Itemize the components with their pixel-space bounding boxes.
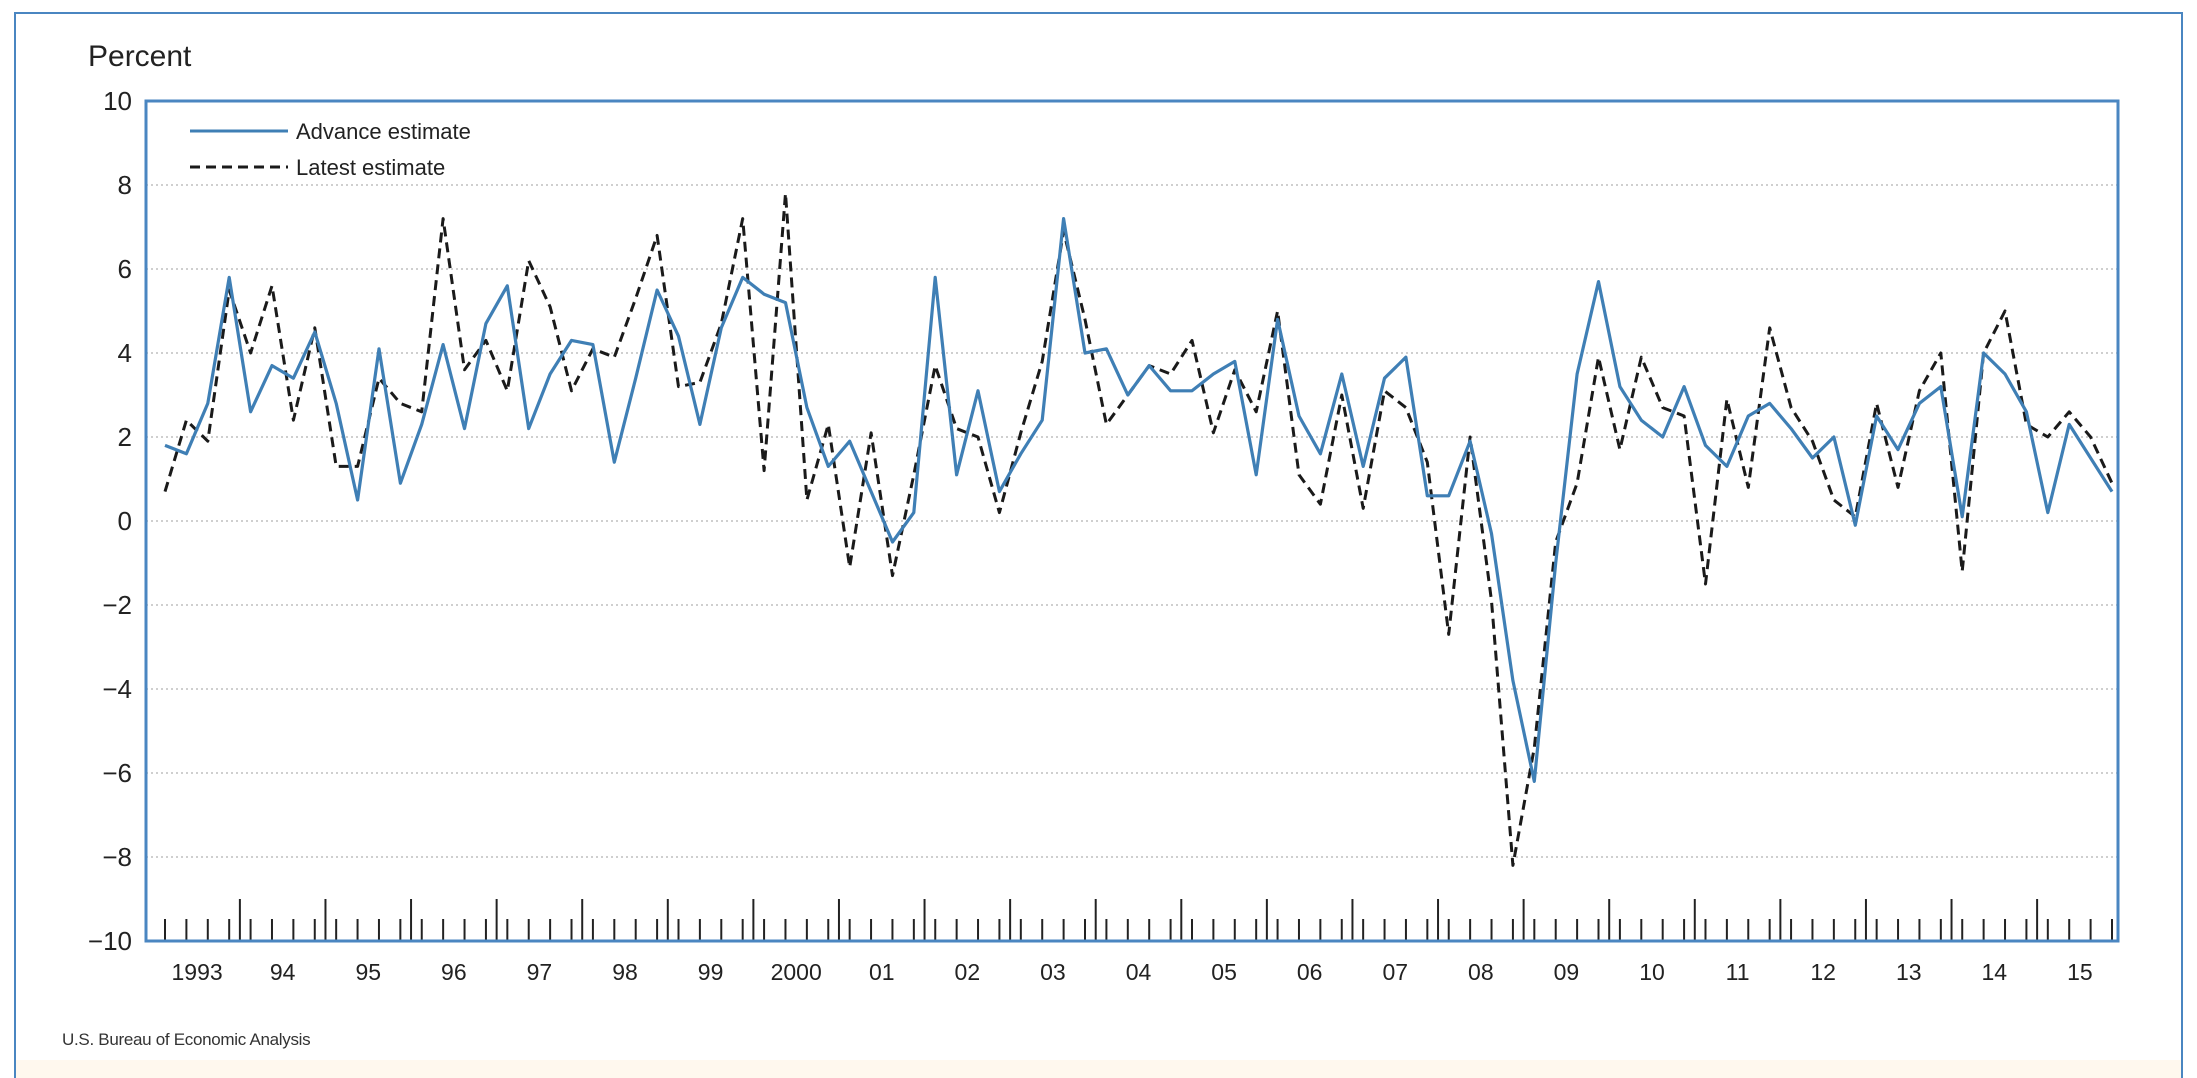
x-tick-label: 09 xyxy=(1554,959,1580,985)
source-note: U.S. Bureau of Economic Analysis xyxy=(62,1030,311,1049)
legend-label-latest: Latest estimate xyxy=(296,155,445,180)
series-line-advance xyxy=(164,217,2114,784)
x-tick-label: 07 xyxy=(1382,959,1408,985)
x-tick-label: 06 xyxy=(1297,959,1323,985)
x-tick-label: 04 xyxy=(1126,959,1152,985)
x-tick-label: 10 xyxy=(1639,959,1665,985)
x-tick-label: 15 xyxy=(2067,959,2093,985)
x-tick-label: 03 xyxy=(1040,959,1066,985)
x-tick-labels: 1993 94 95 96 97 98 99 2000 01 02 03 04 05 06 07 08 09 10… xyxy=(172,959,2093,985)
x-tick-label: 13 xyxy=(1896,959,1922,985)
y-tick-label: 4 xyxy=(118,338,132,368)
series-lines xyxy=(163,191,2114,867)
x-tick-label: 12 xyxy=(1810,959,1836,985)
series-line-latest xyxy=(163,191,2114,867)
y-tick-label: −4 xyxy=(102,674,132,704)
x-tick-marks xyxy=(164,899,2113,941)
x-tick-label: 1993 xyxy=(172,959,223,985)
gridlines xyxy=(146,184,2118,858)
x-tick-label: 98 xyxy=(612,959,638,985)
y-tick-label: −8 xyxy=(102,842,132,872)
y-tick-label: −10 xyxy=(88,926,132,956)
x-tick-label: 94 xyxy=(270,959,296,985)
plot-area-border xyxy=(144,99,2120,943)
x-tick-label: 11 xyxy=(1726,959,1750,985)
y-axis-label: Percent xyxy=(88,40,192,73)
y-tick-label: 0 xyxy=(118,506,132,536)
x-tick-label: 95 xyxy=(355,959,381,985)
x-tick-label: 97 xyxy=(527,959,553,985)
x-tick-label: 05 xyxy=(1211,959,1237,985)
chart-frame xyxy=(14,12,2183,1078)
x-tick-label: 02 xyxy=(955,959,981,985)
x-tick-label: 2000 xyxy=(771,959,822,985)
top-band xyxy=(0,0,2197,14)
y-tick-label: −6 xyxy=(102,758,132,788)
y-tick-label: −2 xyxy=(102,590,132,620)
x-tick-label: 96 xyxy=(441,959,467,985)
y-tick-labels: 10 8 6 4 2 0 −2 −4 −6 −8 −10 xyxy=(88,86,132,956)
y-tick-label: 8 xyxy=(118,170,132,200)
x-tick-label: 01 xyxy=(869,959,895,985)
x-tick-label: 14 xyxy=(1982,959,2008,985)
x-tick-label: 99 xyxy=(698,959,724,985)
legend-label-advance: Advance estimate xyxy=(296,119,471,144)
y-tick-label: 6 xyxy=(118,254,132,284)
x-tick-label: 08 xyxy=(1468,959,1494,985)
y-tick-label: 2 xyxy=(118,422,132,452)
bottom-band xyxy=(16,1060,2181,1078)
legend: Advance estimate Latest estimate xyxy=(190,119,471,180)
y-tick-label: 10 xyxy=(103,86,132,116)
